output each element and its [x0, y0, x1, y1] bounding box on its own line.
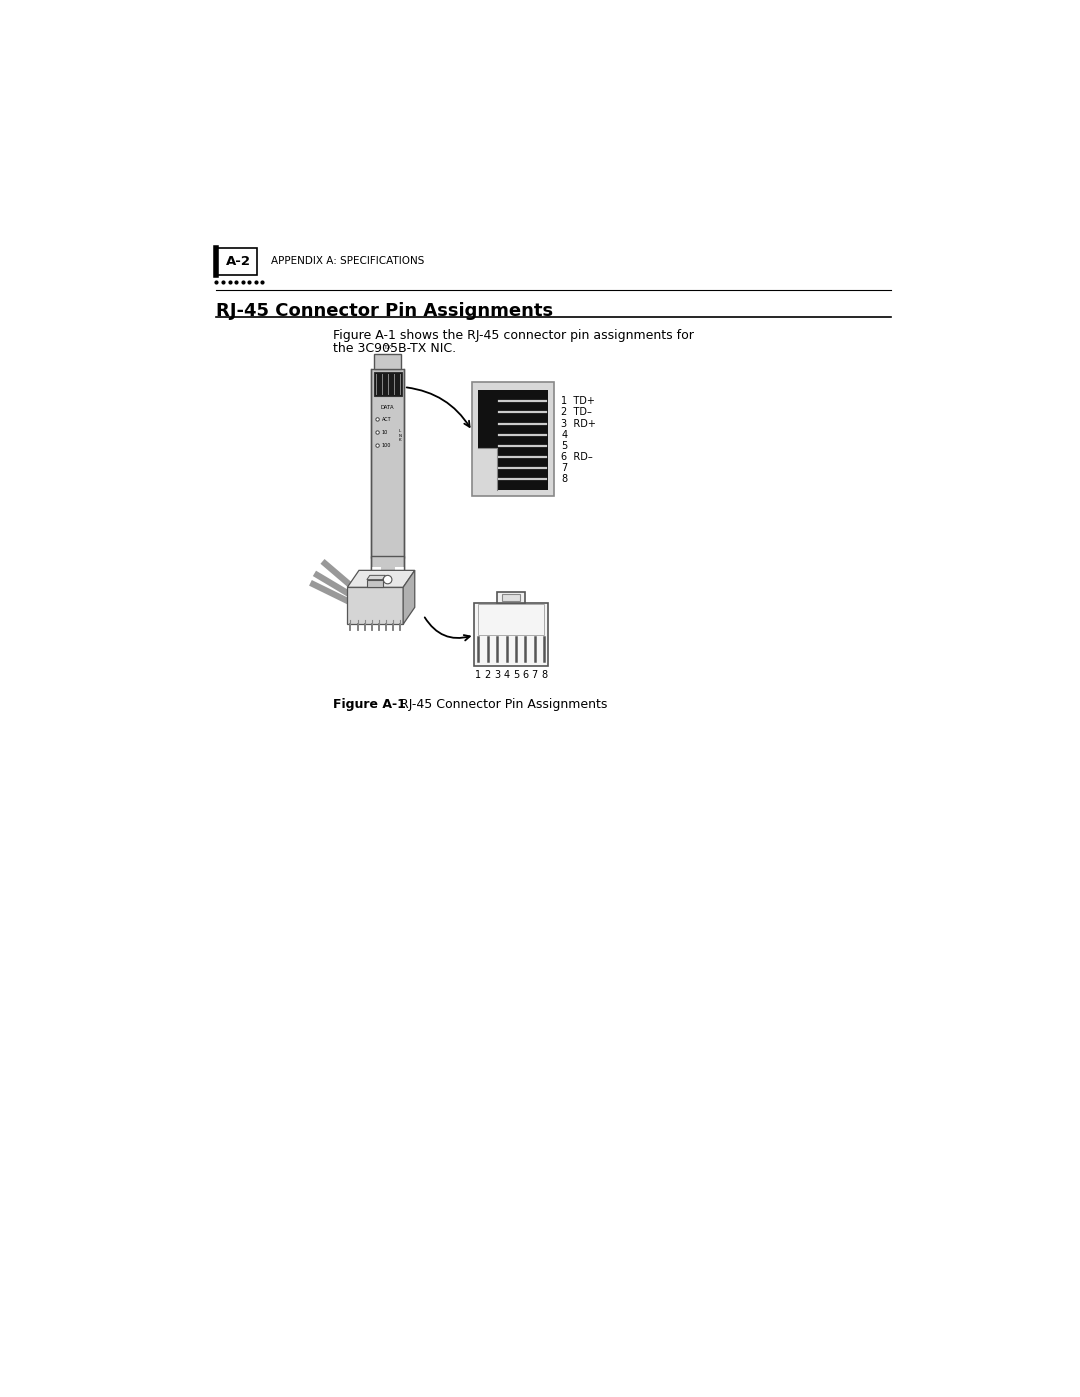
Text: TX: TX [383, 345, 392, 351]
Text: 7: 7 [562, 462, 567, 474]
Polygon shape [348, 570, 415, 587]
Bar [477, 448, 497, 490]
Bar [367, 580, 382, 587]
Text: the 3C905B-TX NIC.: the 3C905B-TX NIC. [333, 342, 456, 355]
Bar [372, 556, 404, 576]
Text: DATA: DATA [381, 405, 394, 411]
Text: ACT: ACT [382, 416, 391, 422]
Bar [474, 602, 548, 666]
Text: 2: 2 [485, 671, 491, 680]
Bar [394, 567, 404, 576]
Bar [216, 247, 257, 275]
Text: RJ-45 Connector Pin Assignments: RJ-45 Connector Pin Assignments [392, 698, 607, 711]
Text: 4: 4 [503, 671, 510, 680]
Text: 7: 7 [531, 671, 538, 680]
Polygon shape [367, 576, 386, 580]
Bar [375, 353, 401, 369]
Text: Figure A-1 shows the RJ-45 connector pin assignments for: Figure A-1 shows the RJ-45 connector pin… [333, 328, 693, 342]
Bar [472, 383, 554, 496]
Text: A-2: A-2 [226, 254, 251, 268]
Polygon shape [403, 570, 415, 624]
Bar [348, 587, 403, 624]
Text: 8: 8 [562, 474, 567, 485]
Bar [497, 592, 525, 602]
Bar [372, 567, 380, 576]
Text: 1: 1 [475, 671, 482, 680]
Text: 5: 5 [513, 671, 519, 680]
Bar [478, 605, 544, 636]
Text: 6: 6 [523, 671, 528, 680]
Text: 6  RD–: 6 RD– [562, 451, 593, 462]
Text: APPENDIX A: SPECIFICATIONS: APPENDIX A: SPECIFICATIONS [271, 256, 424, 267]
Bar [502, 594, 521, 601]
Text: 3  RD+: 3 RD+ [562, 419, 596, 429]
Bar [374, 372, 402, 397]
Text: L
N
K: L N K [399, 429, 402, 441]
Circle shape [376, 430, 379, 434]
Text: 100: 100 [382, 443, 391, 448]
Circle shape [376, 444, 379, 447]
Text: RJ-45 Connector Pin Assignments: RJ-45 Connector Pin Assignments [216, 302, 554, 320]
Bar [376, 574, 400, 585]
Text: 4: 4 [562, 430, 567, 440]
Text: 3: 3 [494, 671, 500, 680]
Text: 1  TD+: 1 TD+ [562, 397, 595, 407]
Bar [477, 390, 548, 490]
Text: Figure A-1: Figure A-1 [333, 698, 405, 711]
Circle shape [376, 418, 379, 420]
Text: 5: 5 [562, 441, 567, 451]
Circle shape [383, 576, 392, 584]
Bar [372, 369, 404, 557]
Text: 2  TD–: 2 TD– [562, 408, 592, 418]
Text: 8: 8 [541, 671, 548, 680]
Text: 10: 10 [382, 430, 388, 434]
